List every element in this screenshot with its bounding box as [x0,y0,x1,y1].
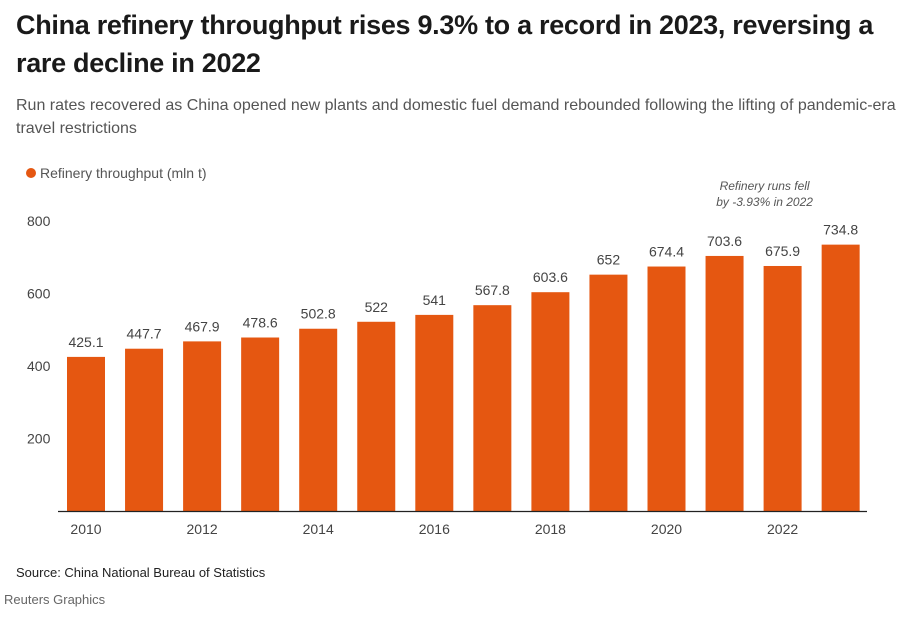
chart-title: China refinery throughput rises 9.3% to … [16,10,874,78]
bar-2019 [589,274,628,511]
annotation-line: by -3.93% in 2022 [716,195,813,209]
value-label-2015: 522 [365,299,389,315]
y-axis: 200 400 600 800 [27,213,51,447]
legend: Refinery throughput (mln t) [26,165,207,181]
value-label-2010: 425.1 [68,334,103,350]
x-tick-label: 2020 [651,521,682,537]
source-note: Source: China National Bureau of Statist… [16,565,266,580]
bar-2021 [705,255,744,511]
bar-2020 [647,266,686,511]
value-label-2018: 603.6 [533,269,568,285]
bars [67,244,860,511]
value-label-2013: 478.6 [243,315,278,331]
x-tick-label: 2012 [187,521,218,537]
bar-2022 [763,265,802,511]
bar-2015 [357,321,396,511]
value-label-2016: 541 [423,292,447,308]
value-label-2017: 567.8 [475,282,510,298]
x-tick-label: 2018 [535,521,566,537]
bar-2016 [415,314,454,511]
value-label-2021: 703.6 [707,233,742,249]
y-tick-label: 200 [27,431,51,447]
value-label-2014: 502.8 [301,306,336,322]
bar-2017 [473,305,512,511]
bar-2014 [299,328,338,511]
x-tick-label: 2022 [767,521,798,537]
value-labels: 425.1 447.7 467.9 478.6 502.8 522 541 567.8 603.… [68,222,858,350]
y-tick-label: 600 [27,286,51,302]
value-label-2011: 447.7 [127,326,162,342]
value-label-2020: 674.4 [649,244,684,260]
x-tick-label: 2014 [303,521,334,537]
x-axis: 2010 2012 2014 2016 2018 2020 2022 [70,521,798,537]
y-tick-label: 400 [27,358,51,374]
bar-2010 [67,356,105,511]
value-label-2019: 652 [597,252,621,268]
value-label-2023: 734.8 [823,222,858,238]
legend-label: Refinery throughput (mln t) [40,165,207,181]
bar-2012 [183,341,222,511]
x-tick-label: 2016 [419,521,450,537]
bar-2013 [241,337,280,511]
value-label-2012: 467.9 [185,318,220,334]
y-tick-label: 800 [27,213,51,229]
x-tick-label: 2010 [70,521,101,537]
chart-subtitle: Run rates recovered as China opened new … [16,97,896,137]
credit: Reuters Graphics [4,592,106,607]
annotation: Refinery runs fell by -3.93% in 2022 [716,179,813,209]
legend-swatch [26,168,36,178]
bar-2018 [531,292,570,511]
bar-2023 [821,244,860,511]
annotation-line: Refinery runs fell [720,179,810,193]
value-label-2022: 675.9 [765,243,800,259]
bar-2011 [125,348,164,511]
